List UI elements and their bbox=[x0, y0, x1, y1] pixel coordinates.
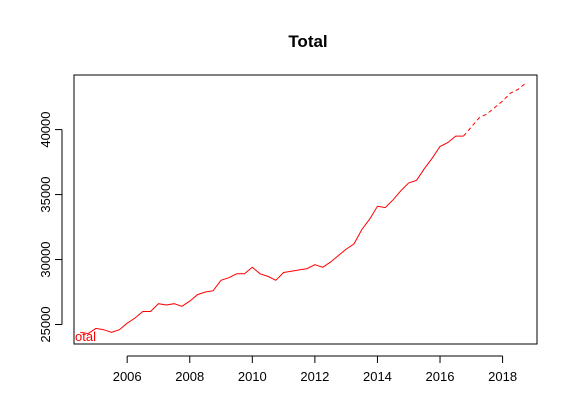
y-axis: 25000 30000 35000 40000 bbox=[38, 112, 62, 343]
chart-title: Total bbox=[288, 32, 327, 51]
x-tick-label: 2008 bbox=[175, 369, 204, 384]
x-tick-label: 2018 bbox=[488, 369, 517, 384]
series-label: otal bbox=[75, 329, 96, 344]
x-tick-label: 2010 bbox=[238, 369, 267, 384]
series-group bbox=[80, 83, 526, 334]
forecast-series-line bbox=[464, 83, 527, 136]
x-axis: 2006 2008 2010 2012 2014 2016 2018 bbox=[113, 356, 517, 384]
x-tick-label: 2014 bbox=[363, 369, 392, 384]
y-tick-label: 40000 bbox=[38, 112, 53, 148]
y-tick-label: 35000 bbox=[38, 176, 53, 212]
x-tick-label: 2006 bbox=[113, 369, 142, 384]
plot-frame bbox=[74, 75, 537, 344]
x-tick-label: 2012 bbox=[300, 369, 329, 384]
total-series-line bbox=[80, 136, 463, 334]
y-tick-label: 30000 bbox=[38, 241, 53, 277]
x-tick-label: 2016 bbox=[426, 369, 455, 384]
y-tick-label: 25000 bbox=[38, 306, 53, 342]
